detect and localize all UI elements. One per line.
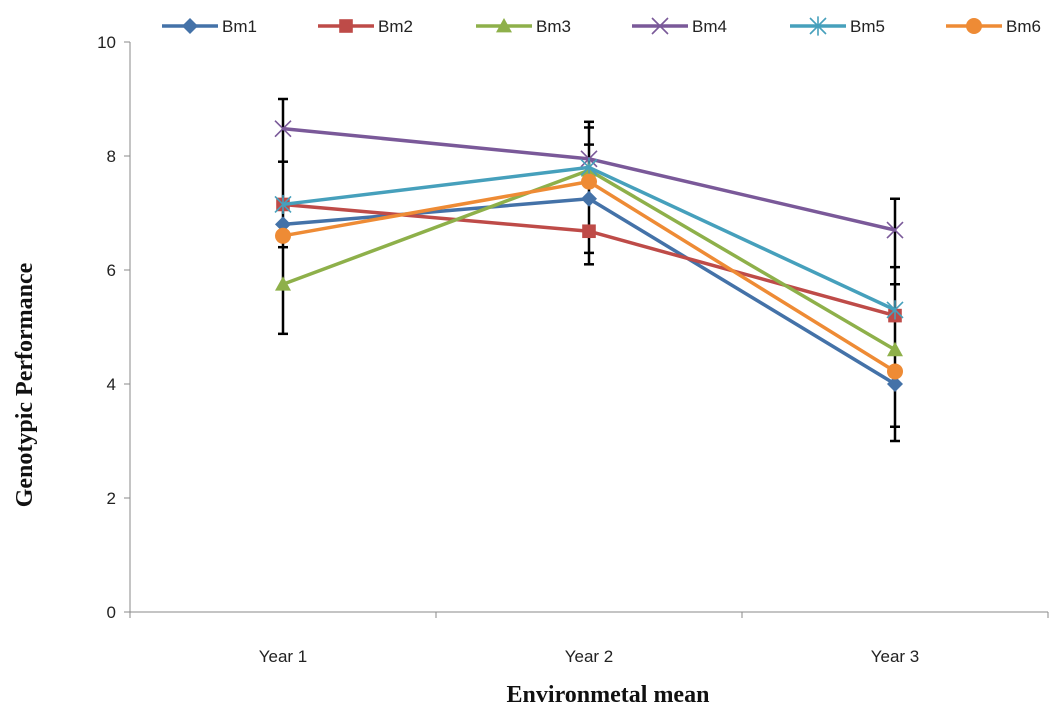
legend-marker (182, 18, 198, 34)
data-point (886, 221, 904, 239)
legend-item-bm3: Bm3 (476, 17, 571, 36)
y-tick-label: 10 (97, 33, 116, 52)
data-point (275, 276, 291, 291)
series-bm6 (275, 173, 903, 380)
data-point (275, 216, 291, 233)
data-point (274, 120, 292, 138)
y-tick-label: 8 (107, 147, 116, 166)
x-tick-label: Year 1 (259, 647, 308, 666)
legend-marker (496, 18, 512, 33)
legend-label: Bm6 (1006, 17, 1041, 36)
legend-item-bm4: Bm4 (632, 17, 727, 36)
y-axis-title: Genotypic Performance (12, 262, 38, 507)
legend: Bm1 Bm2 Bm3 Bm4 Bm5 Bm6 (162, 16, 1041, 36)
data-point (274, 194, 292, 215)
legend-label: Bm2 (378, 17, 413, 36)
data-point (887, 376, 903, 392)
series-lines (274, 120, 904, 392)
data-point (582, 224, 596, 239)
legend-marker (651, 17, 669, 35)
series-bm5 (274, 157, 904, 320)
legend-marker (809, 16, 827, 36)
x-axis-title: Environmetal mean (507, 682, 710, 708)
legend-label: Bm1 (222, 17, 257, 36)
legend-item-bm6: Bm6 (946, 17, 1041, 36)
legend-label: Bm5 (850, 17, 885, 36)
series-bm1 (275, 190, 903, 392)
legend-marker (966, 18, 982, 34)
data-point (581, 173, 597, 190)
legend-label: Bm4 (692, 17, 727, 36)
x-tick-label: Year 3 (871, 647, 920, 666)
axes: 0 2 4 6 8 10 Year 1 Year 2 Year 3 (97, 33, 1049, 666)
data-point (886, 300, 904, 320)
y-tick-label: 6 (107, 261, 116, 280)
legend-label: Bm3 (536, 17, 571, 36)
legend-item-bm5: Bm5 (790, 16, 885, 36)
legend-item-bm2: Bm2 (318, 17, 413, 36)
y-tick-label: 4 (107, 375, 116, 394)
y-tick-label: 0 (107, 603, 116, 622)
x-tick-label: Year 2 (565, 647, 614, 666)
data-point (887, 363, 903, 380)
data-point (275, 227, 291, 244)
legend-marker (339, 19, 353, 33)
y-tick-label: 2 (107, 489, 116, 508)
data-point (581, 190, 597, 207)
data-point (887, 341, 903, 357)
legend-item-bm1: Bm1 (162, 17, 257, 36)
